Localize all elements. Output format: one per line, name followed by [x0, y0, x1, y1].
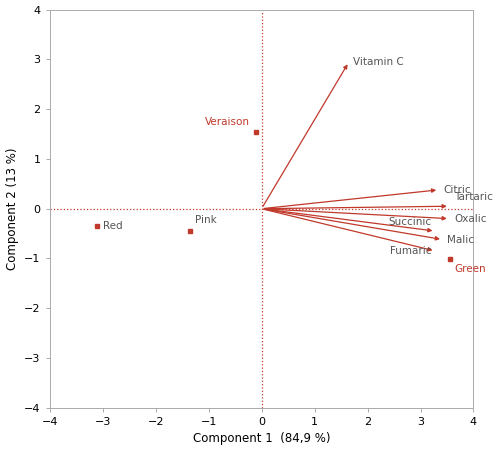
- Text: Oxalic: Oxalic: [454, 214, 486, 224]
- Text: Pink: Pink: [196, 215, 217, 225]
- Text: Vitamin C: Vitamin C: [353, 57, 404, 67]
- Text: Citric: Citric: [444, 185, 471, 195]
- Text: Fumaric: Fumaric: [390, 246, 431, 256]
- X-axis label: Component 1  (84,9 %): Component 1 (84,9 %): [193, 433, 330, 446]
- Text: Succinic: Succinic: [388, 217, 431, 227]
- Text: Tartaric: Tartaric: [454, 192, 493, 202]
- Text: Veraison: Veraison: [205, 116, 250, 127]
- Text: Red: Red: [102, 221, 122, 231]
- Y-axis label: Component 2 (13 %): Component 2 (13 %): [6, 147, 18, 270]
- Text: Green: Green: [454, 264, 486, 275]
- Text: Malic: Malic: [447, 235, 474, 244]
